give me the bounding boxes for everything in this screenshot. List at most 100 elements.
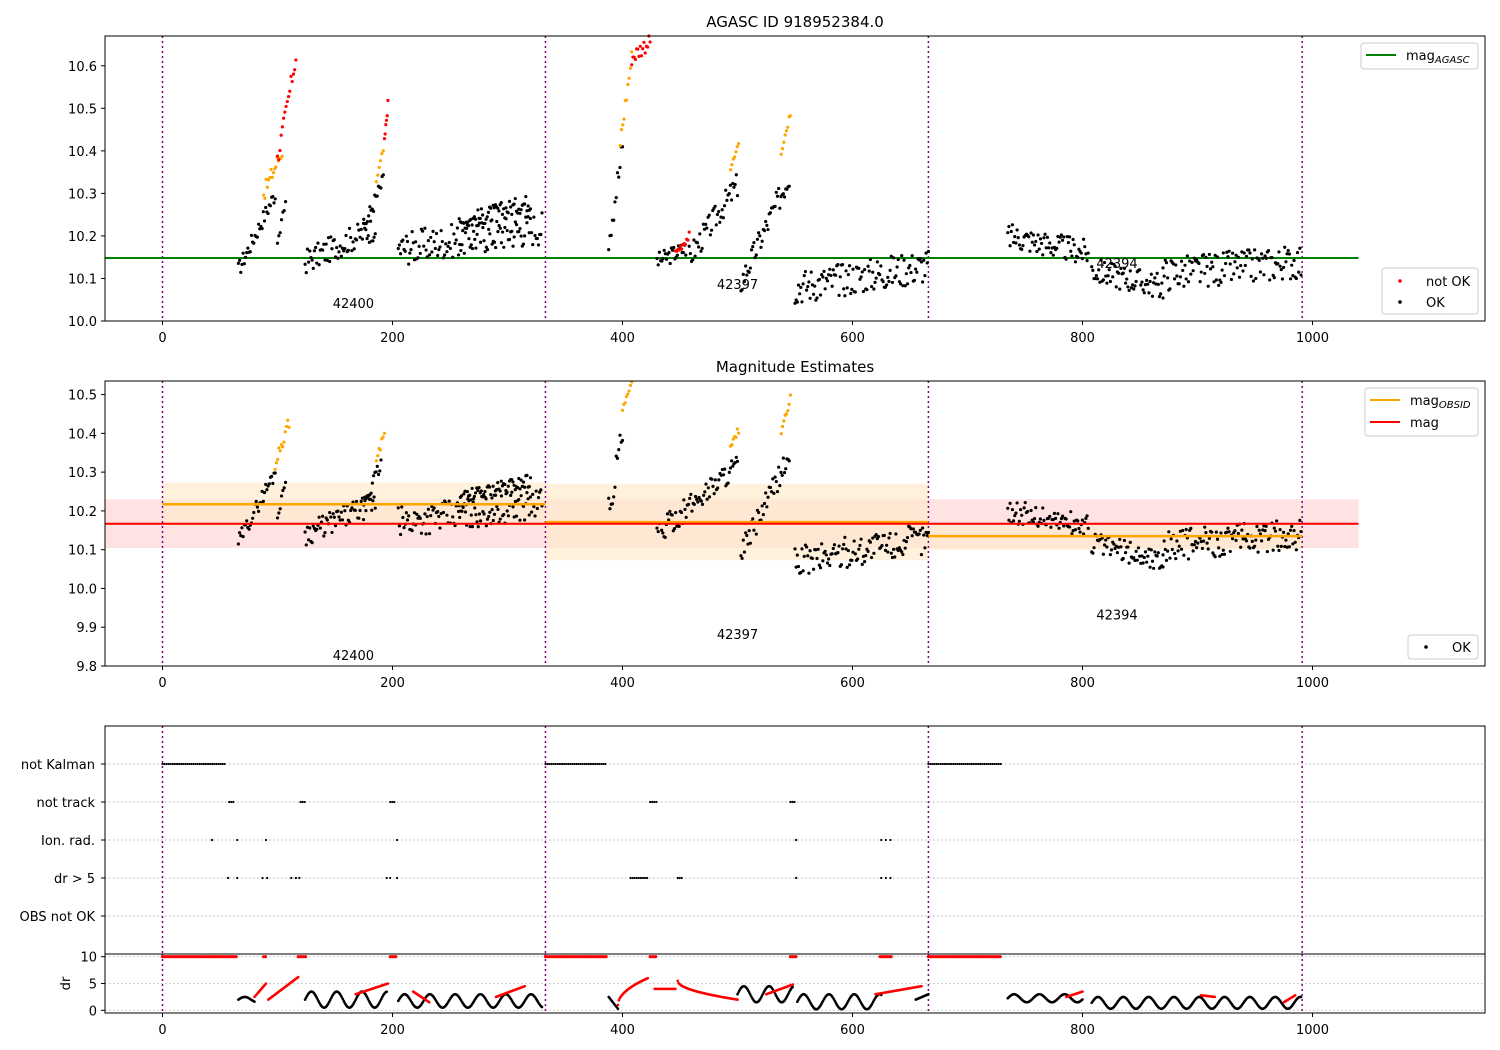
x-tick-label: 400 bbox=[610, 676, 635, 691]
data-point bbox=[397, 243, 402, 247]
legend-marker bbox=[1424, 645, 1428, 649]
data-point bbox=[528, 476, 533, 480]
data-point bbox=[633, 57, 637, 61]
data-point bbox=[734, 455, 738, 459]
data-point bbox=[733, 182, 737, 187]
data-point bbox=[453, 523, 457, 528]
data-point bbox=[778, 206, 782, 210]
data-point bbox=[1191, 549, 1195, 553]
x-tick-label: 1000 bbox=[1296, 676, 1329, 691]
data-point bbox=[1277, 250, 1281, 254]
data-point bbox=[831, 268, 835, 272]
data-point bbox=[805, 288, 809, 292]
data-point bbox=[1081, 237, 1086, 241]
data-point bbox=[364, 509, 368, 513]
legend-marker bbox=[1398, 300, 1402, 304]
data-point bbox=[897, 546, 902, 550]
flag-point bbox=[931, 762, 934, 766]
data-point bbox=[839, 563, 844, 567]
data-point bbox=[1153, 276, 1157, 280]
flag-point bbox=[889, 838, 892, 842]
data-point bbox=[803, 269, 808, 274]
data-point bbox=[317, 515, 321, 519]
data-point bbox=[728, 466, 733, 470]
data-point bbox=[1164, 558, 1169, 562]
data-point bbox=[866, 549, 870, 553]
data-point bbox=[1237, 275, 1242, 279]
data-point bbox=[641, 47, 645, 51]
data-point bbox=[1172, 551, 1177, 556]
legend-box bbox=[1360, 42, 1479, 70]
flag-point bbox=[884, 838, 887, 842]
data-point bbox=[1032, 243, 1037, 247]
data-point bbox=[491, 518, 495, 523]
data-point bbox=[1176, 549, 1180, 553]
data-point bbox=[487, 227, 491, 231]
data-point bbox=[655, 526, 659, 530]
data-point bbox=[430, 250, 434, 254]
data-point bbox=[308, 526, 312, 530]
data-point bbox=[910, 534, 914, 538]
data-point bbox=[687, 230, 691, 234]
data-point bbox=[705, 226, 709, 230]
data-point bbox=[1212, 280, 1216, 284]
data-point bbox=[1107, 268, 1111, 272]
data-point bbox=[525, 473, 529, 477]
data-point bbox=[925, 533, 929, 538]
data-point bbox=[307, 538, 311, 542]
data-point bbox=[339, 254, 343, 258]
data-point bbox=[1186, 557, 1191, 561]
data-point bbox=[779, 470, 783, 474]
flag-point bbox=[167, 762, 170, 766]
data-point bbox=[445, 250, 449, 254]
data-point bbox=[842, 542, 846, 547]
data-point bbox=[418, 516, 422, 520]
data-point bbox=[1015, 501, 1019, 505]
data-point bbox=[463, 231, 468, 235]
data-point bbox=[1239, 263, 1243, 268]
data-point bbox=[415, 512, 419, 516]
data-point bbox=[519, 234, 523, 238]
data-point bbox=[1085, 258, 1089, 263]
data-point bbox=[684, 515, 688, 519]
data-point bbox=[1077, 526, 1081, 531]
data-point bbox=[843, 535, 847, 539]
data-point bbox=[458, 515, 462, 520]
data-point bbox=[517, 497, 521, 502]
data-point bbox=[531, 492, 535, 497]
data-point bbox=[1179, 259, 1184, 263]
data-point bbox=[376, 472, 381, 477]
data-point bbox=[863, 268, 867, 272]
data-point bbox=[1256, 550, 1260, 554]
data-point bbox=[1079, 251, 1083, 255]
x-tick-label: 600 bbox=[840, 331, 865, 346]
data-point bbox=[787, 459, 791, 463]
data-point bbox=[1230, 536, 1235, 541]
data-point bbox=[824, 553, 828, 557]
data-point bbox=[1030, 240, 1034, 244]
x-tick-label: 400 bbox=[610, 331, 635, 346]
y-tick-label: 10 bbox=[80, 951, 97, 966]
data-point bbox=[660, 528, 664, 532]
data-point bbox=[400, 505, 404, 509]
data-point bbox=[670, 513, 674, 517]
flag-point bbox=[972, 762, 976, 766]
data-point bbox=[273, 467, 277, 471]
data-point bbox=[312, 249, 317, 253]
data-point bbox=[853, 290, 857, 294]
data-point bbox=[364, 228, 368, 232]
data-point bbox=[721, 216, 725, 220]
data-point bbox=[404, 234, 408, 238]
data-point bbox=[354, 238, 359, 242]
data-point bbox=[475, 224, 479, 228]
data-point bbox=[485, 215, 489, 219]
data-point bbox=[521, 480, 526, 484]
data-point bbox=[483, 221, 487, 225]
data-point bbox=[1039, 241, 1044, 246]
data-point bbox=[1085, 514, 1089, 518]
dr-point bbox=[1081, 998, 1084, 1001]
data-point bbox=[474, 513, 478, 517]
data-point bbox=[686, 238, 690, 242]
data-point bbox=[657, 250, 661, 254]
x-tick-label: 800 bbox=[1070, 1023, 1095, 1038]
